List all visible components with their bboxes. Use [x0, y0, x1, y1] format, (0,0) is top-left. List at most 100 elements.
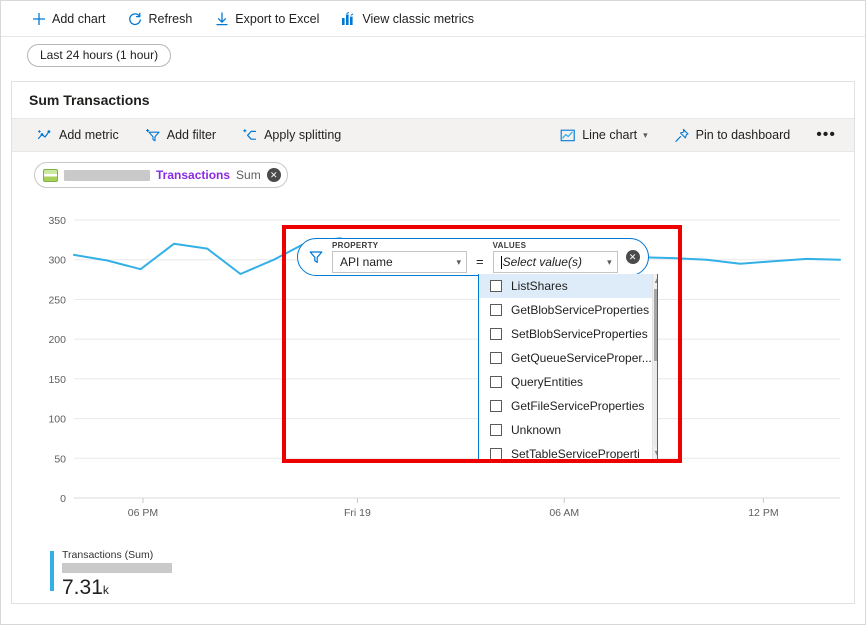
checkbox[interactable]: [490, 304, 502, 316]
chart-title: Sum Transactions: [29, 92, 150, 108]
scrollbar-thumb[interactable]: [653, 289, 657, 361]
metric-name: Transactions: [156, 168, 231, 182]
list-item[interactable]: Unknown: [479, 418, 652, 442]
y-axis-tick-label: 200: [48, 334, 66, 346]
metric-pill[interactable]: Transactions Sum ✕: [34, 162, 288, 188]
chart-type-label: Line chart: [582, 128, 638, 142]
view-classic-metrics-button[interactable]: View classic metrics: [337, 8, 484, 29]
filter-operator: =: [476, 253, 484, 269]
y-axis-tick-label: 350: [48, 215, 66, 227]
add-metric-label: Add metric: [59, 128, 119, 142]
list-item[interactable]: GetFileServiceProperties: [479, 394, 652, 418]
scrollbar-track[interactable]: [653, 362, 657, 447]
x-axis-tick-label: 06 PM: [128, 507, 158, 519]
legend-resource-redacted: [62, 563, 172, 573]
list-item-label: GetFileServiceProperties: [511, 399, 645, 413]
view-classic-metrics-label: View classic metrics: [362, 11, 474, 26]
chevron-down-icon: ▾: [607, 256, 612, 267]
y-axis-tick-label: 300: [48, 255, 66, 267]
values-dropdown[interactable]: ListShares GetBlobServiceProperties SetB…: [478, 274, 658, 462]
property-label: PROPERTY: [332, 241, 379, 250]
checkbox[interactable]: [490, 424, 502, 436]
metric-icon: [37, 127, 53, 143]
property-value: API name: [340, 255, 393, 269]
list-item[interactable]: SetBlobServiceProperties: [479, 322, 652, 346]
chevron-down-icon: ▾: [456, 256, 461, 267]
y-axis-tick-label: 50: [54, 453, 66, 465]
pin-icon: [674, 127, 690, 143]
download-icon: [214, 11, 229, 26]
checkbox[interactable]: [490, 400, 502, 412]
bar-chart-icon: [341, 11, 356, 26]
legend-text: Transactions (Sum) 7.31k: [62, 549, 172, 603]
values-select[interactable]: Select value(s) ▾: [492, 251, 618, 273]
legend-value-number: 7.31: [62, 576, 103, 599]
filter-pill[interactable]: PROPERTY API name ▾ = VALUES Select valu…: [297, 238, 649, 276]
refresh-icon: [128, 11, 143, 26]
values-option-list: ListShares GetBlobServiceProperties SetB…: [479, 274, 652, 461]
list-item-label: Unknown: [511, 423, 562, 437]
splitting-icon: [242, 127, 258, 143]
remove-metric-icon[interactable]: ✕: [266, 168, 281, 182]
remove-filter-icon[interactable]: ✕: [625, 250, 640, 264]
list-item-label: QueryEntities: [511, 375, 584, 389]
list-item-label: GetQueueServiceProper...: [511, 351, 652, 365]
checkbox[interactable]: [490, 352, 502, 364]
apply-splitting-button[interactable]: Apply splitting: [234, 124, 349, 146]
pill-row: Transactions Sum ✕: [12, 152, 854, 198]
legend-series-name: Transactions (Sum): [62, 549, 154, 561]
y-axis-tick-label: 250: [48, 294, 66, 306]
more-options-button[interactable]: •••: [816, 126, 836, 143]
chart-type-button[interactable]: Line chart ▾: [552, 124, 655, 146]
property-group: PROPERTY API name ▾: [332, 241, 467, 273]
list-item[interactable]: ListShares: [479, 274, 652, 298]
checkbox[interactable]: [490, 280, 502, 292]
list-item[interactable]: GetBlobServiceProperties: [479, 298, 652, 322]
time-range-picker[interactable]: Last 24 hours (1 hour): [27, 43, 172, 67]
checkbox[interactable]: [490, 376, 502, 388]
values-label: VALUES: [492, 241, 527, 250]
add-metric-button[interactable]: Add metric: [29, 124, 127, 146]
plus-icon: [31, 11, 46, 26]
export-to-excel-label: Export to Excel: [235, 11, 320, 26]
legend-value: 7.31k: [62, 575, 172, 603]
values-input-wrap[interactable]: Select value(s): [500, 254, 582, 270]
list-item[interactable]: QueryEntities: [479, 370, 652, 394]
values-placeholder: Select value(s): [502, 254, 582, 269]
funnel-icon: [308, 249, 324, 265]
add-chart-button[interactable]: Add chart: [27, 8, 116, 29]
x-axis-tick-label: 06 AM: [549, 507, 579, 519]
add-filter-button[interactable]: Add filter: [137, 124, 224, 146]
export-to-excel-button[interactable]: Export to Excel: [210, 8, 329, 29]
resource-name-redacted: [64, 169, 150, 181]
chart-toolbar: Add metric Add filter Apply splitting: [12, 118, 854, 152]
chart-card: Sum Transactions Add metric Add filter A…: [11, 81, 855, 604]
storage-account-icon: [43, 168, 58, 182]
x-axis-tick-label: 12 PM: [748, 507, 778, 519]
metric-aggregation: Sum: [236, 168, 261, 182]
apply-splitting-label: Apply splitting: [264, 128, 342, 142]
add-filter-label: Add filter: [166, 128, 217, 142]
y-axis-tick-label: 0: [60, 493, 66, 505]
scroll-down-icon[interactable]: ▼: [653, 447, 657, 461]
checkbox[interactable]: [490, 328, 502, 340]
pin-to-dashboard-button[interactable]: Pin to dashboard: [666, 124, 799, 146]
list-item-label: ListShares: [511, 279, 568, 293]
dropdown-scrollbar[interactable]: ▲ ▼: [651, 274, 657, 461]
checkbox[interactable]: [490, 448, 502, 460]
legend-value-unit: k: [102, 583, 109, 597]
values-group: VALUES Select value(s) ▾: [492, 241, 618, 273]
property-select[interactable]: API name ▾: [332, 251, 467, 273]
chart-legend: Transactions (Sum) 7.31k: [12, 543, 854, 603]
line-chart-icon: [560, 127, 576, 143]
time-range-row: Last 24 hours (1 hour): [1, 37, 865, 73]
refresh-button[interactable]: Refresh: [124, 8, 203, 29]
filter-plus-icon: [145, 127, 161, 143]
list-item[interactable]: SetTableServiceProperti: [479, 442, 652, 461]
scroll-up-icon[interactable]: ▲: [653, 274, 657, 288]
pin-to-dashboard-label: Pin to dashboard: [695, 128, 791, 142]
x-axis-tick-label: Fri 19: [344, 507, 371, 519]
list-item[interactable]: GetQueueServiceProper...: [479, 346, 652, 370]
top-command-bar: Add chart Refresh Export to Excel View c…: [1, 1, 865, 37]
